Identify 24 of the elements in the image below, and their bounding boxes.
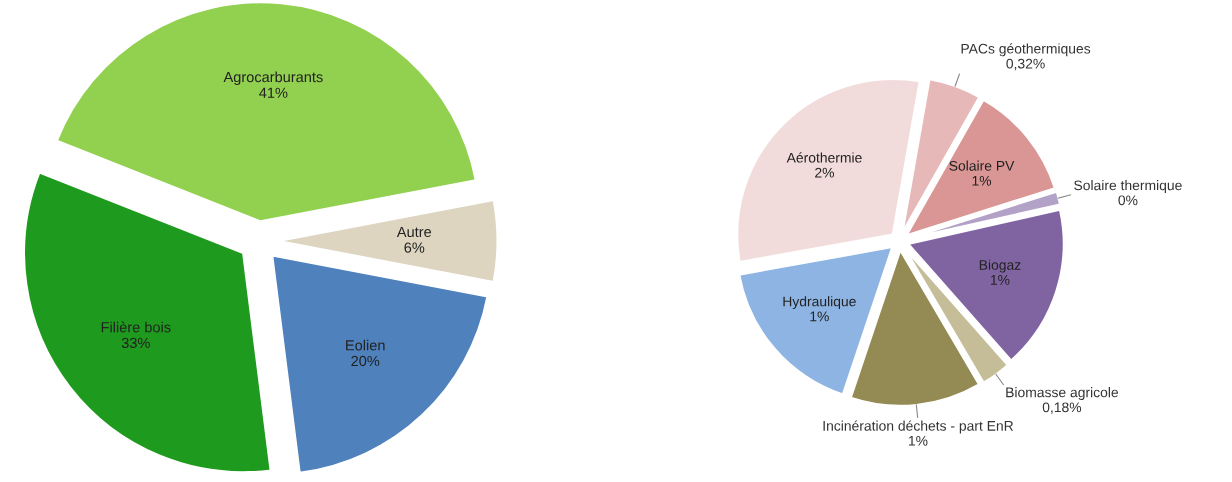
data-label: 2% xyxy=(815,167,835,178)
slice-label: Aérothermie xyxy=(786,152,862,163)
data-label: 0,18% xyxy=(1042,402,1082,414)
data-label: 20% xyxy=(351,355,380,367)
data-label: 33% xyxy=(121,337,150,349)
data-label: 1% xyxy=(810,311,829,322)
slice-label: Agrocarburants xyxy=(223,71,323,86)
slice-label: Incinération déchets - part EnR xyxy=(823,420,1014,434)
slice-label: Filière bois xyxy=(101,321,171,333)
data-label: 0% xyxy=(1118,195,1138,206)
slice-label: Autre xyxy=(396,226,432,238)
slice-label: Eolien xyxy=(346,339,385,351)
slice-label: PACs géothermiques xyxy=(961,43,1091,57)
data-label: 1% xyxy=(990,275,1010,285)
data-label: 41% xyxy=(259,87,288,98)
data-label: 6% xyxy=(404,242,425,253)
slice-label: Solaire thermique xyxy=(1074,180,1182,193)
data-label: 0,32% xyxy=(1006,58,1045,71)
data-label: 1% xyxy=(972,175,992,186)
slice-label: Solaire PV xyxy=(949,160,1015,171)
slice-label: Biogaz xyxy=(979,259,1021,273)
slice-label: Hydraulique xyxy=(783,296,856,310)
slice-label: Biomasse agricole xyxy=(1006,387,1119,401)
data-label: 1% xyxy=(908,435,928,446)
